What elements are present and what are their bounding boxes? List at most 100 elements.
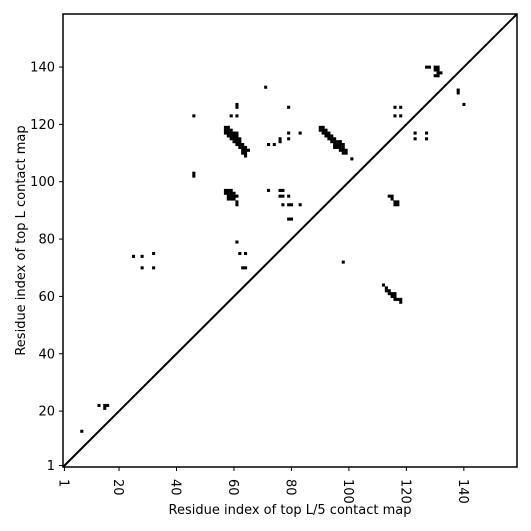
contact-cell [399, 105, 403, 109]
contact-cell [396, 200, 400, 204]
contact-cell [413, 137, 417, 141]
contact-cell [333, 143, 337, 147]
contact-cell [226, 125, 230, 129]
contact-cell [390, 194, 394, 198]
contact-cell [226, 197, 230, 201]
contact-cell [241, 145, 245, 149]
contact-cell [241, 143, 245, 147]
contact-cell [399, 297, 403, 301]
x-tick-label: 100 [340, 479, 355, 504]
contact-cell [229, 128, 233, 132]
y-tick-label: 80 [38, 233, 55, 248]
contact-cell [390, 197, 394, 201]
contact-cell [427, 65, 431, 69]
y-tick-label: 120 [30, 118, 55, 133]
contact-cell [425, 65, 429, 69]
contact-cell [350, 157, 354, 161]
contact-cell [103, 406, 107, 410]
contact-cell [232, 191, 236, 195]
contact-cell [393, 114, 397, 118]
x-tick-label: 140 [455, 479, 470, 504]
contact-cell [287, 105, 291, 109]
y-tick-label: 100 [30, 175, 55, 190]
contact-cell [281, 203, 285, 207]
contact-cell [264, 85, 268, 89]
contact-cell [287, 194, 291, 198]
contact-cell [238, 251, 242, 256]
contact-cell [338, 140, 342, 144]
contact-cell [321, 131, 325, 135]
contact-cell [341, 143, 345, 147]
contact-cell [387, 194, 391, 198]
contact-cell [290, 217, 294, 221]
contact-cell [226, 128, 230, 132]
contact-cell [298, 131, 302, 135]
contact-cell [267, 188, 271, 192]
contact-cell [393, 294, 397, 299]
contact-cell [235, 200, 239, 204]
contact-cell [229, 131, 233, 135]
contact-cell [103, 403, 107, 407]
contact-cell [244, 151, 248, 155]
contact-cell [436, 65, 440, 69]
contact-cell [152, 251, 156, 256]
contact-cell [287, 131, 291, 135]
contact-cell [267, 143, 271, 147]
contact-cell [241, 151, 245, 155]
contact-cell [387, 289, 391, 293]
contact-cell [238, 143, 242, 147]
contact-cell [223, 188, 227, 192]
contact-cell [341, 148, 345, 152]
contact-cell [436, 74, 440, 78]
contact-cell [235, 134, 239, 138]
contact-cell [341, 145, 345, 149]
contact-cell [341, 151, 345, 155]
contact-cell [223, 191, 227, 195]
contact-cell [338, 148, 342, 152]
contact-cell [330, 134, 334, 138]
contact-cell [318, 128, 322, 132]
contact-cell [244, 148, 248, 152]
x-tick-label: 1 [55, 479, 70, 487]
contact-cell [327, 131, 331, 135]
contact-cell [223, 128, 227, 132]
contact-cell [241, 266, 245, 270]
contact-cell [235, 137, 239, 141]
y-tick-label: 40 [38, 347, 55, 362]
contact-cell [244, 145, 248, 149]
x-tick-label: 20 [110, 479, 125, 496]
contact-cell [244, 266, 248, 270]
contact-cell [287, 137, 291, 141]
contact-cell [327, 137, 331, 141]
contact-cell [384, 289, 388, 293]
contact-cell [287, 203, 291, 207]
contact-cell [229, 114, 233, 118]
contact-cell [327, 134, 331, 138]
contact-cell [229, 194, 233, 198]
contact-cell [238, 140, 242, 144]
contact-cell [324, 128, 328, 132]
contact-cell [321, 128, 325, 132]
contact-cell [433, 68, 437, 72]
x-tick-label: 60 [225, 479, 240, 496]
contact-cell [335, 140, 340, 144]
contact-cell [338, 145, 342, 149]
contact-cell [381, 283, 386, 287]
contact-cell [393, 297, 397, 301]
contact-cell [321, 125, 325, 129]
contact-cell [281, 194, 285, 198]
contact-cell [223, 131, 227, 135]
contact-cell [232, 131, 236, 135]
contact-cell [344, 151, 348, 155]
contact-cell [278, 140, 282, 144]
contact-cell [232, 197, 236, 201]
contact-cell [192, 114, 196, 118]
contact-cell [106, 403, 110, 407]
contact-cell [232, 137, 236, 141]
contact-cell [390, 294, 394, 299]
plot-frame [62, 13, 518, 468]
contact-cell [425, 131, 429, 135]
contact-cell [246, 148, 250, 152]
contact-cell [396, 203, 400, 207]
